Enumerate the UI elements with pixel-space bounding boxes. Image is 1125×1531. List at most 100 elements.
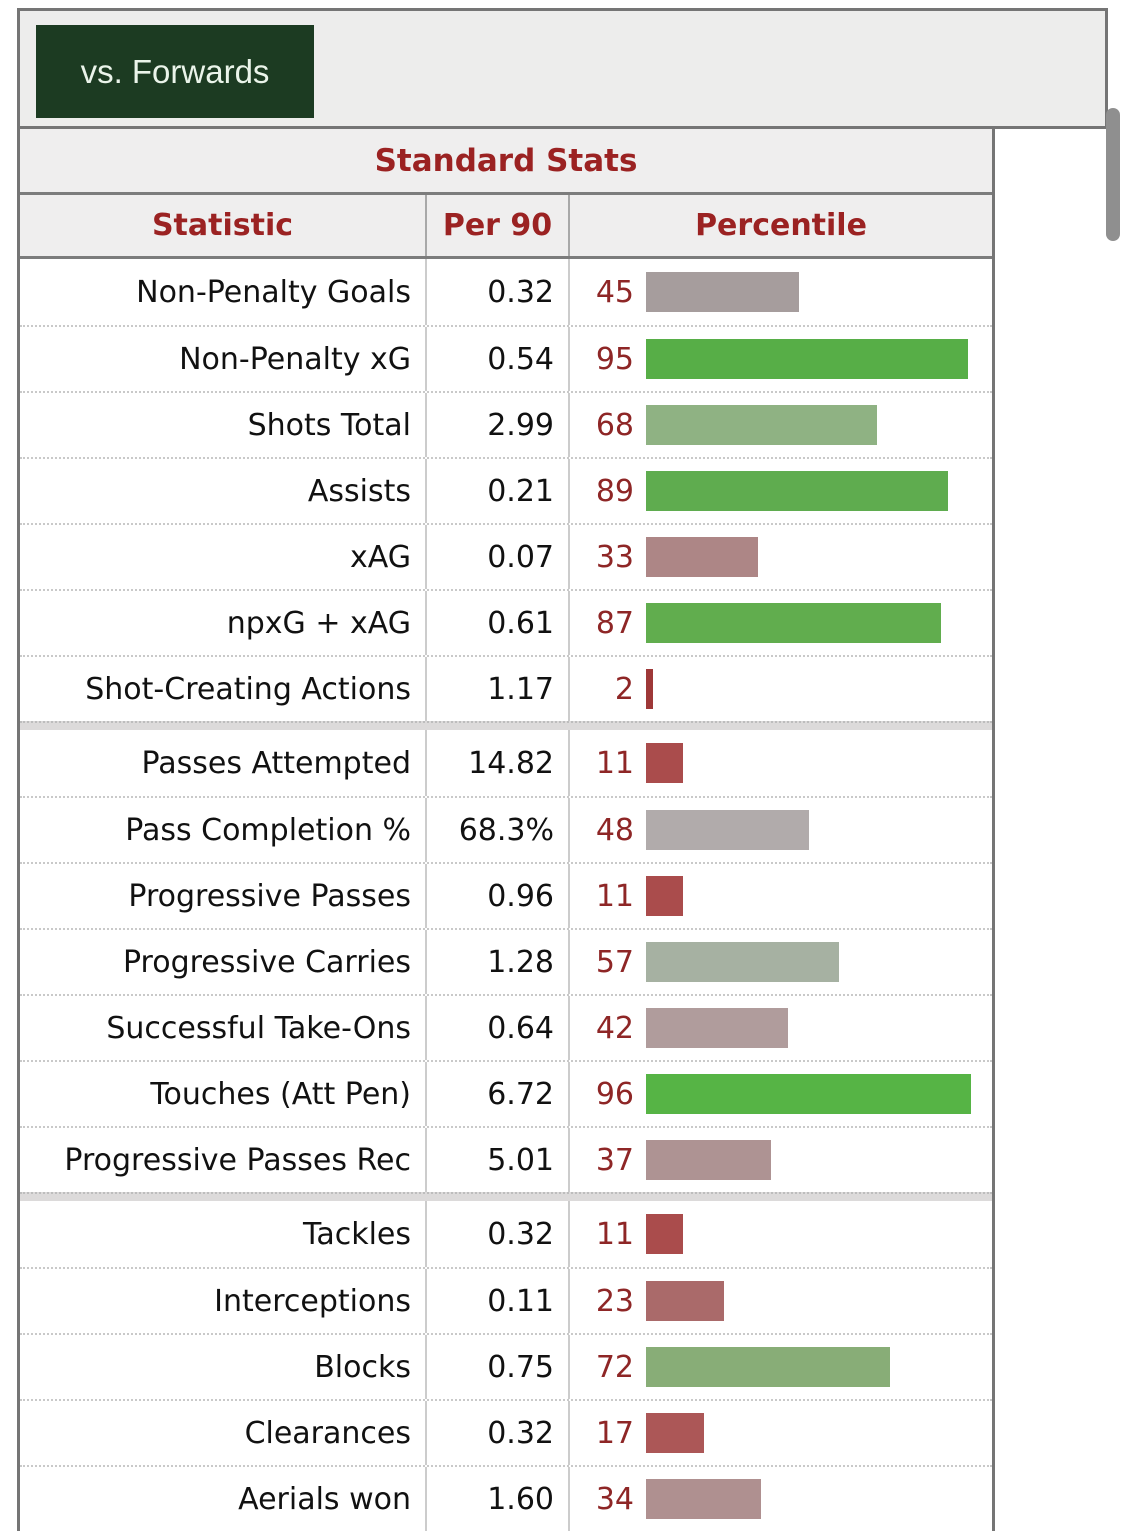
stat-name: Progressive Passes (128, 878, 411, 914)
per90-value: 2.99 (425, 393, 568, 457)
percentile-bar (646, 1281, 724, 1321)
percentile-cell: 87 (568, 591, 992, 655)
percentile-bar (646, 1347, 890, 1387)
table-row: Interceptions 0.11 23 (20, 1267, 992, 1333)
table-row: Shot-Creating Actions 1.17 2 (20, 655, 992, 721)
percentile-value: 11 (595, 1216, 634, 1252)
group-separator (20, 721, 992, 730)
percentile-bar (646, 471, 948, 511)
percentile-value: 89 (595, 473, 634, 509)
stat-name: Aerials won (238, 1481, 411, 1517)
percentile-cell: 33 (568, 525, 992, 589)
percentile-bar (646, 876, 683, 916)
per90-value: 68.3% (425, 798, 568, 862)
table-row: Clearances 0.32 17 (20, 1399, 992, 1465)
stat-name: npxG + xAG (226, 605, 411, 641)
percentile-value: 57 (595, 944, 634, 980)
percentile-value: 11 (595, 878, 634, 914)
column-header-per90: Per 90 (425, 195, 568, 256)
stat-name: Progressive Carries (122, 944, 411, 980)
table-row: Tackles 0.32 11 (20, 1201, 992, 1267)
percentile-bar (646, 1479, 761, 1519)
percentile-bar (646, 1140, 771, 1180)
stat-name: Assists (307, 473, 411, 509)
table-row: Progressive Passes Rec 5.01 37 (20, 1126, 992, 1192)
column-header-percentile: Percentile (568, 195, 992, 256)
percentile-value: 45 (595, 274, 634, 310)
percentile-bar (646, 339, 968, 379)
percentile-value: 23 (595, 1283, 634, 1319)
percentile-value: 87 (595, 605, 634, 641)
per90-value: 0.32 (425, 1401, 568, 1465)
stat-name: Pass Completion % (125, 812, 411, 848)
percentile-value: 68 (595, 407, 634, 443)
percentile-bar (646, 810, 809, 850)
table-row: Touches (Att Pen) 6.72 96 (20, 1060, 992, 1126)
scrollbar-thumb[interactable] (1106, 108, 1120, 241)
percentile-cell: 23 (568, 1269, 992, 1333)
percentile-cell: 42 (568, 996, 992, 1060)
percentile-value: 48 (595, 812, 634, 848)
percentile-cell: 89 (568, 459, 992, 523)
percentile-cell: 96 (568, 1062, 992, 1126)
per90-value: 1.17 (425, 657, 568, 721)
percentile-bar (646, 405, 877, 445)
per90-value: 0.21 (425, 459, 568, 523)
stat-name: xAG (350, 539, 411, 575)
group-separator (20, 1192, 992, 1201)
percentile-value: 37 (595, 1142, 634, 1178)
table-row: Aerials won 1.60 34 (20, 1465, 992, 1531)
position-filter-box: vs. Forwards (17, 8, 1108, 129)
per90-value: 0.32 (425, 1201, 568, 1267)
percentile-value: 34 (595, 1481, 634, 1517)
table-row: Progressive Passes 0.96 11 (20, 862, 992, 928)
percentile-cell: 11 (568, 864, 992, 928)
percentile-cell: 45 (568, 259, 992, 325)
stat-name: Shots Total (247, 407, 411, 443)
table-row: Non-Penalty xG 0.54 95 (20, 325, 992, 391)
per90-value: 1.60 (425, 1467, 568, 1531)
stat-name: Interceptions (214, 1283, 411, 1319)
per90-value: 0.75 (425, 1335, 568, 1399)
per90-value: 0.11 (425, 1269, 568, 1333)
percentile-value: 11 (595, 745, 634, 781)
percentile-value: 72 (595, 1349, 634, 1385)
table-row: Passes Attempted 14.82 11 (20, 730, 992, 796)
percentile-cell: 11 (568, 730, 992, 796)
table-title: Standard Stats (20, 129, 992, 195)
table-row: xAG 0.07 33 (20, 523, 992, 589)
stat-name: Tackles (302, 1216, 411, 1252)
percentile-cell: 48 (568, 798, 992, 862)
table-row: Non-Penalty Goals 0.32 45 (20, 259, 992, 325)
per90-value: 14.82 (425, 730, 568, 796)
percentile-bar (646, 669, 653, 709)
percentile-cell: 95 (568, 327, 992, 391)
per90-value: 0.96 (425, 864, 568, 928)
table-row: npxG + xAG 0.61 87 (20, 589, 992, 655)
percentile-value: 33 (595, 539, 634, 575)
column-header-row: Statistic Per 90 Percentile (20, 195, 992, 259)
stat-name: Touches (Att Pen) (150, 1076, 411, 1112)
percentile-cell: 17 (568, 1401, 992, 1465)
stat-name: Successful Take-Ons (106, 1010, 411, 1046)
stat-name: Progressive Passes Rec (64, 1142, 411, 1178)
vs-forwards-filter-button[interactable]: vs. Forwards (36, 25, 314, 118)
percentile-cell: 11 (568, 1201, 992, 1267)
per90-value: 5.01 (425, 1128, 568, 1192)
stat-name: Blocks (314, 1349, 411, 1385)
table-body: Non-Penalty Goals 0.32 45 Non-Penalty xG 0.5… (20, 259, 992, 1531)
percentile-bar (646, 603, 941, 643)
table-row: Shots Total 2.99 68 (20, 391, 992, 457)
per90-value: 0.54 (425, 327, 568, 391)
stat-name: Non-Penalty xG (179, 341, 411, 377)
per90-value: 6.72 (425, 1062, 568, 1126)
percentile-bar (646, 1008, 788, 1048)
table-row: Progressive Carries 1.28 57 (20, 928, 992, 994)
percentile-cell: 72 (568, 1335, 992, 1399)
percentile-value: 2 (614, 671, 634, 707)
stat-name: Clearances (244, 1415, 411, 1451)
percentile-bar (646, 537, 758, 577)
percentile-value: 17 (595, 1415, 634, 1451)
stat-name: Passes Attempted (141, 745, 411, 781)
per90-value: 1.28 (425, 930, 568, 994)
